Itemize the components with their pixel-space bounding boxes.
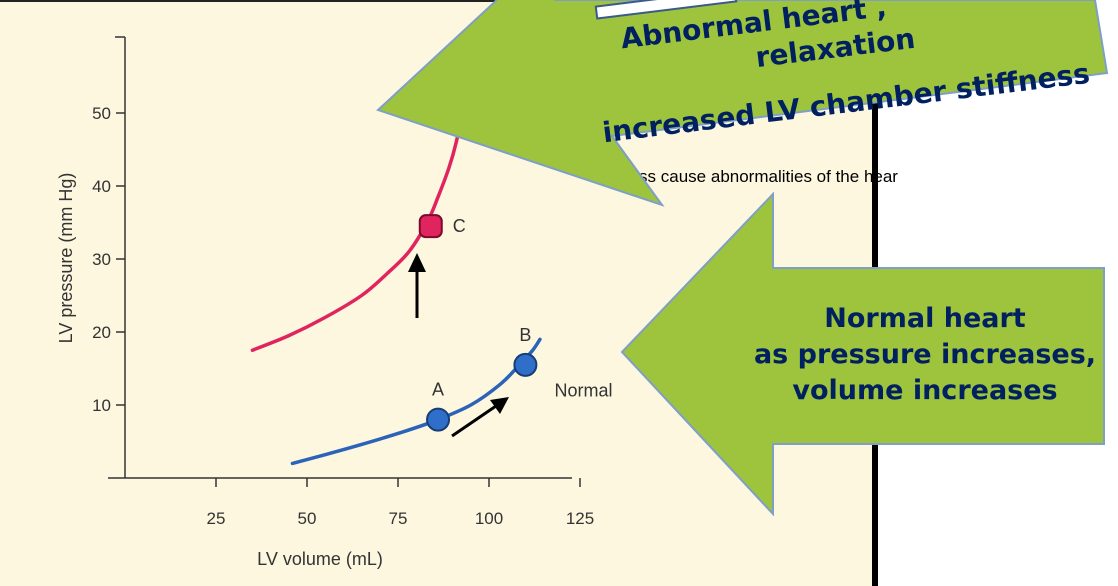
arrow-up-head xyxy=(408,253,426,272)
normal-callout-border xyxy=(620,191,1105,517)
arrow-diagonal-head xyxy=(490,397,509,414)
point-marker-a xyxy=(426,407,451,432)
abnormal-callout-shape xyxy=(378,0,1107,205)
chart-arrows xyxy=(408,253,509,438)
x-tick-label-25: 25 xyxy=(207,509,226,528)
y-tick-label-50: 50 xyxy=(92,104,111,123)
normal-callout-line2: as pressure increases, xyxy=(754,339,1096,370)
abnormal-callout-border xyxy=(376,0,1109,207)
point-marker-b xyxy=(513,352,538,377)
abnormal-callout-inner-box xyxy=(594,0,738,20)
x-tick-label-75: 75 xyxy=(389,509,408,528)
y-tick-label-40: 40 xyxy=(92,177,111,196)
y-ticks: 10 20 30 40 50 xyxy=(92,104,125,415)
x-tick-label-125: 125 xyxy=(566,509,594,528)
normal-callout-line3: volume increases xyxy=(792,375,1057,406)
y-tick-label-30: 30 xyxy=(92,250,111,269)
annotation-normal: Normal xyxy=(555,380,613,400)
x-tick-label-100: 100 xyxy=(475,509,503,528)
point-label-a: A xyxy=(432,380,444,400)
point-marker-c xyxy=(418,214,443,239)
x-ticks: 25 50 75 100 125 xyxy=(207,478,594,528)
x-tick-label-50: 50 xyxy=(298,509,317,528)
normal-callout: Normal heart as pressure increases, volu… xyxy=(620,191,1105,517)
point-label-b: B xyxy=(519,325,531,345)
points-layer: A B C xyxy=(418,214,538,432)
point-label-c: C xyxy=(453,216,466,236)
x-axis-label: LV volume (mL) xyxy=(257,549,383,569)
series-line-abnormal xyxy=(250,63,469,352)
top-border xyxy=(0,0,872,2)
background-slide-text: stiffness cause abnormalities of the hea… xyxy=(594,167,898,186)
arrow-diagonal-normal xyxy=(451,404,497,438)
y-tick-label-20: 20 xyxy=(92,323,111,342)
normal-callout-line1: Normal heart xyxy=(824,303,1026,334)
y-axis-label: LV pressure (mm Hg) xyxy=(56,173,76,344)
normal-callout-shape xyxy=(622,194,1104,514)
y-tick-label-10: 10 xyxy=(92,396,111,415)
